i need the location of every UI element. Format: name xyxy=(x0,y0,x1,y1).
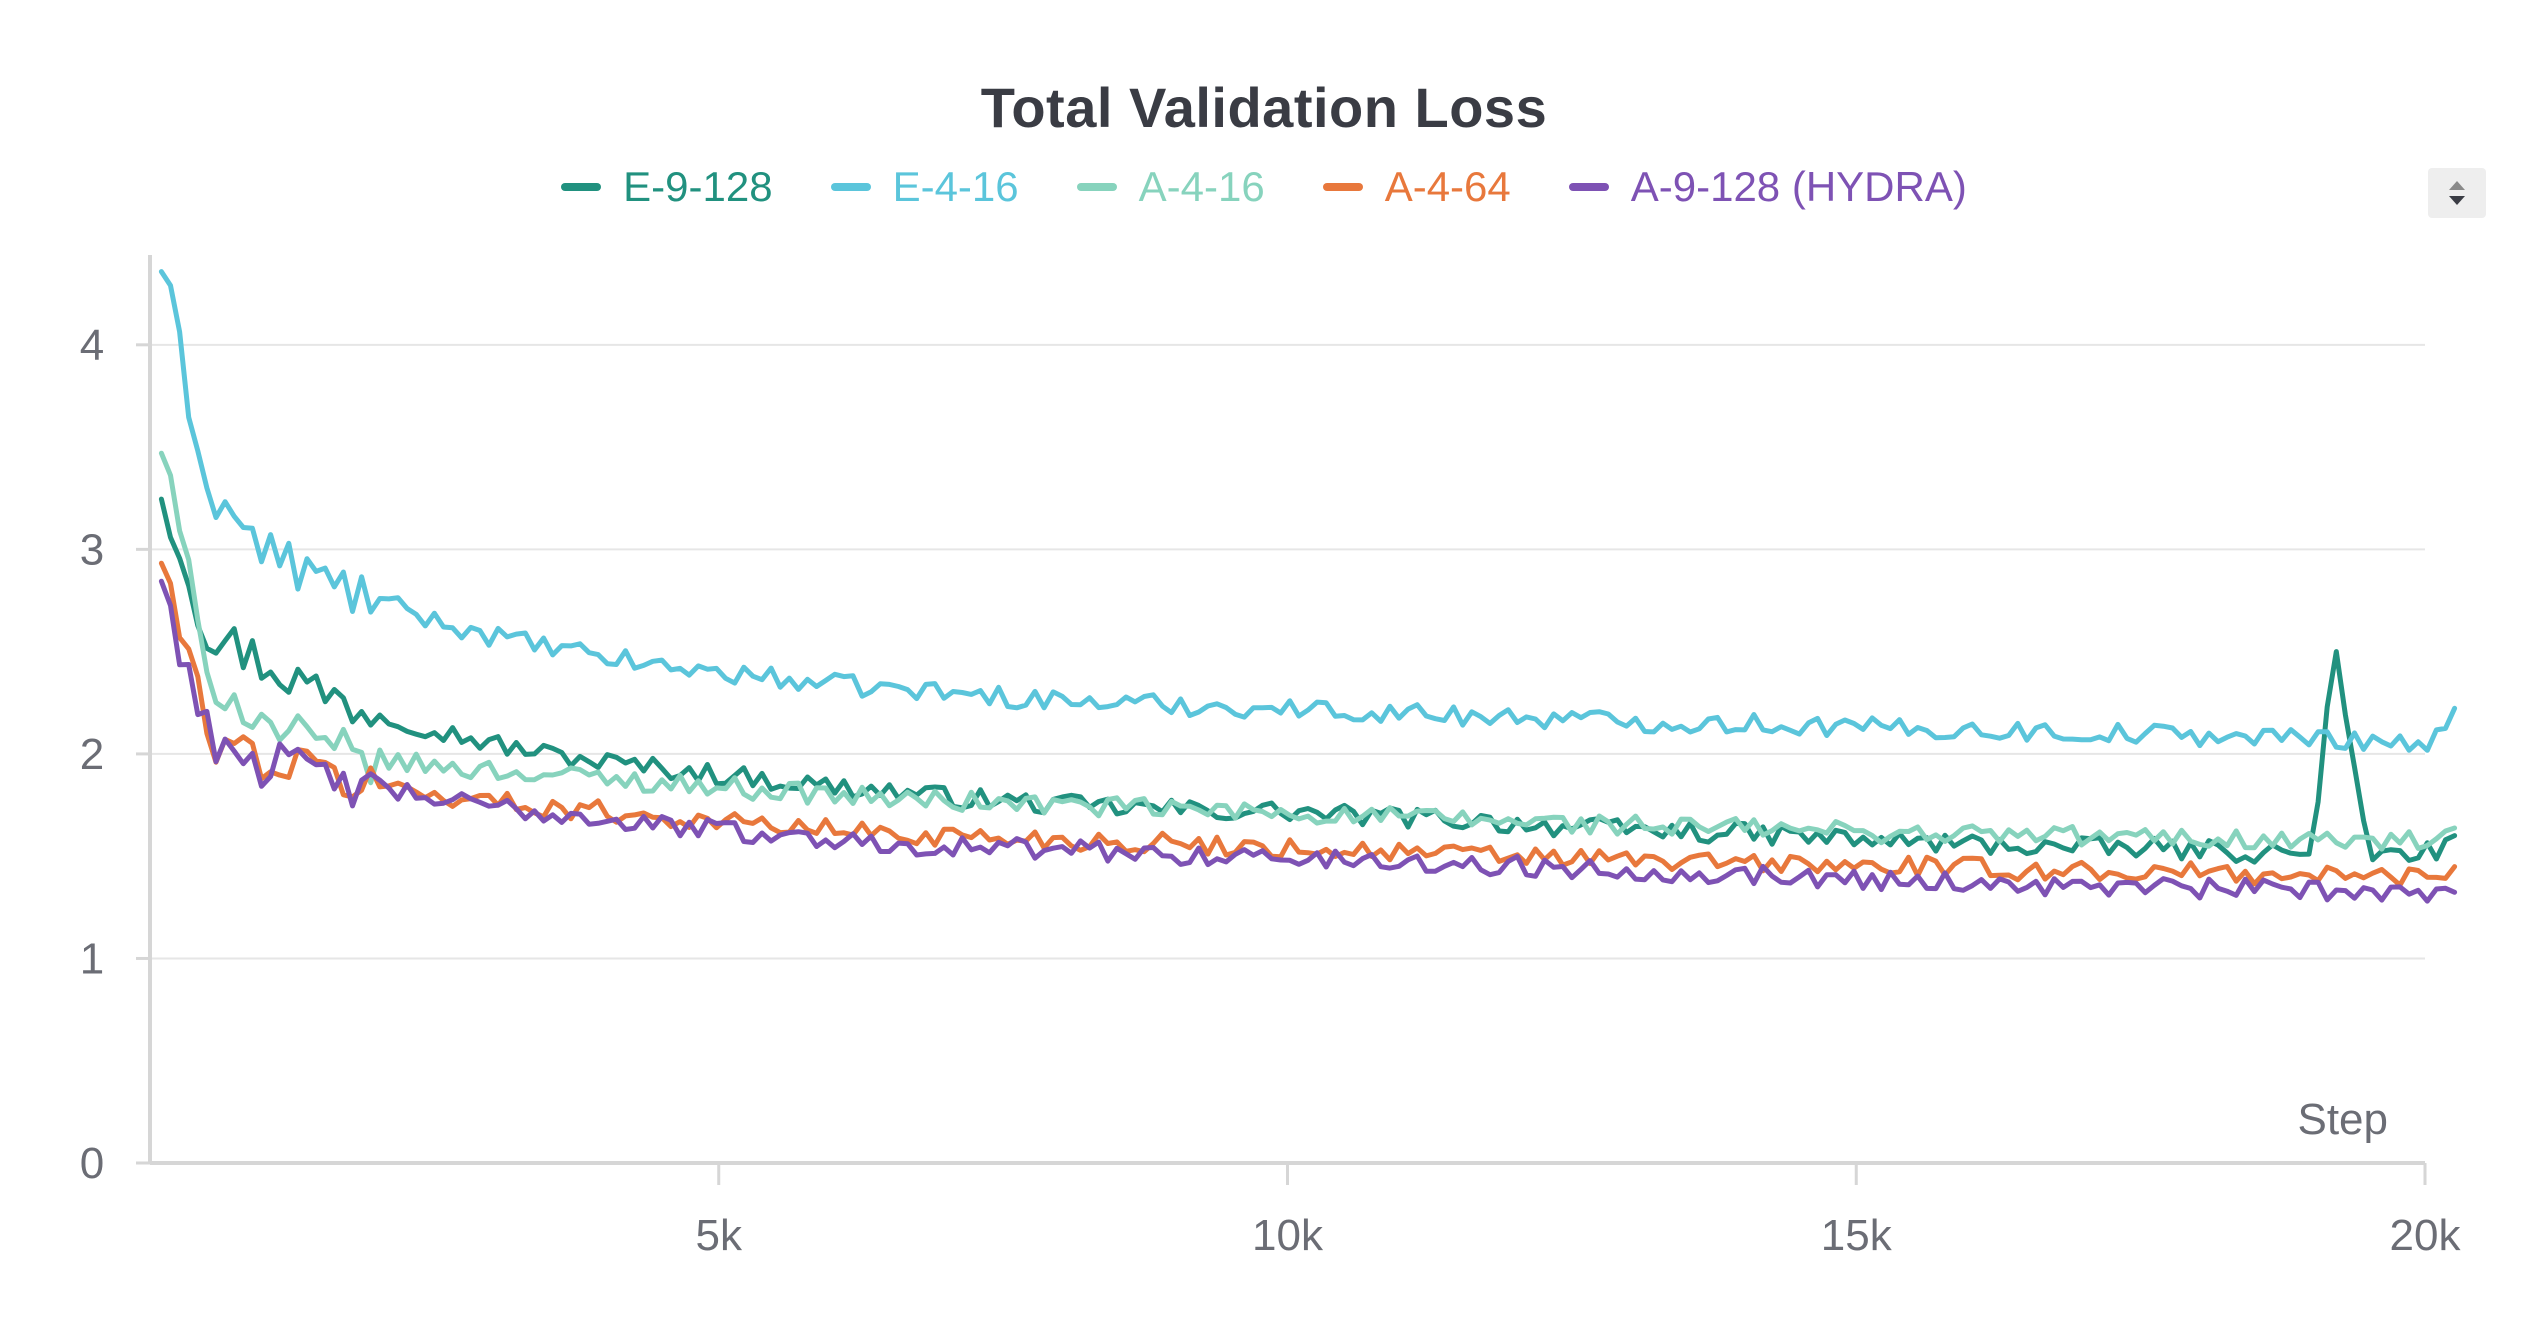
axes xyxy=(136,255,2427,1185)
x-tick-label: 10k xyxy=(1252,1211,1324,1260)
legend-item[interactable]: A-4-16 xyxy=(1076,163,1265,211)
legend-swatch xyxy=(1322,183,1363,191)
legend-label: E-9-128 xyxy=(623,163,773,210)
legend-item[interactable]: A-4-64 xyxy=(1322,163,1511,211)
chart-title: Total Validation Loss xyxy=(980,76,1548,139)
grid-lines xyxy=(150,343,2425,960)
legend-swatch xyxy=(1076,183,1117,191)
tick-labels: 0 1 2 3 4 5k 10k 15k 20k xyxy=(80,321,2462,1260)
x-tick-label: 5k xyxy=(696,1211,743,1260)
legend-swatch xyxy=(561,183,602,191)
x-tick-label: 15k xyxy=(1821,1211,1893,1260)
sort-arrows-icon xyxy=(2449,181,2465,205)
y-tick-label: 3 xyxy=(80,525,104,574)
y-tick-label: 0 xyxy=(80,1139,104,1188)
series-line xyxy=(158,578,2458,904)
legend-item[interactable]: A-9-128 (HYDRA) xyxy=(1568,163,1967,211)
x-tick-label: 20k xyxy=(2390,1211,2462,1260)
legend-swatch xyxy=(1568,183,1609,191)
series-lines xyxy=(158,269,2458,904)
series-line xyxy=(158,450,2458,852)
series-line xyxy=(158,269,2458,753)
y-tick-label: 4 xyxy=(80,321,104,370)
legend-item[interactable]: E-4-16 xyxy=(830,163,1019,211)
legend-label: E-4-16 xyxy=(892,163,1019,210)
legend-scroll-toggle[interactable] xyxy=(2428,168,2486,218)
x-axis-label: Step xyxy=(2297,1095,2388,1144)
y-tick-label: 1 xyxy=(80,934,104,983)
legend-swatch xyxy=(830,183,871,191)
legend-label: A-4-64 xyxy=(1384,163,1511,210)
legend-item[interactable]: E-9-128 xyxy=(561,163,773,211)
y-tick-label: 2 xyxy=(80,730,104,779)
legend-label: A-9-128 (HYDRA) xyxy=(1630,163,1967,210)
legend: E-9-128 E-4-16 A-4-16 A-4-64 A-9-128 (HYDRA) xyxy=(0,163,2528,211)
series-line xyxy=(158,496,2458,865)
series-line xyxy=(158,560,2458,888)
legend-label: A-4-16 xyxy=(1138,163,1265,210)
